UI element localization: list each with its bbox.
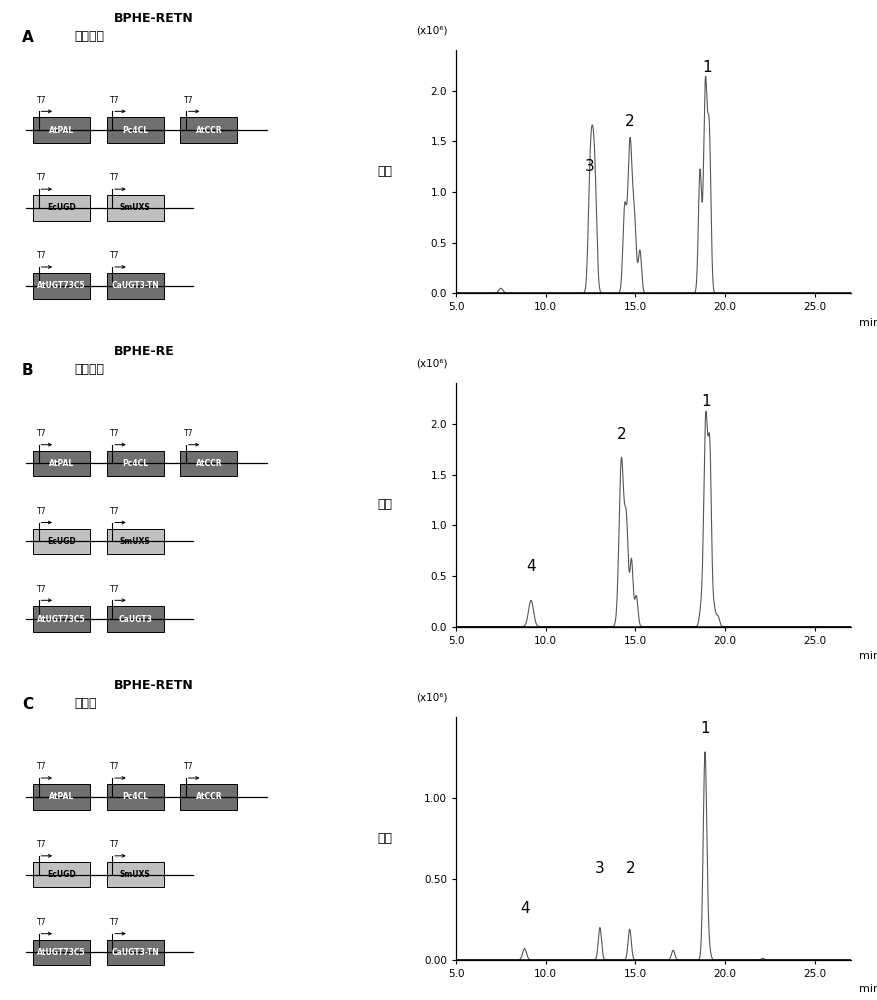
Text: 3: 3 bbox=[595, 861, 605, 876]
Text: AtUGT73C5: AtUGT73C5 bbox=[37, 948, 86, 957]
Text: min: min bbox=[859, 984, 877, 994]
Text: 强度: 强度 bbox=[377, 832, 393, 845]
Text: T7: T7 bbox=[37, 507, 46, 516]
Text: T7: T7 bbox=[111, 173, 120, 182]
Text: 强度: 强度 bbox=[377, 498, 393, 511]
Text: SmUXS: SmUXS bbox=[120, 203, 151, 212]
Bar bbox=[107, 273, 164, 299]
Text: A: A bbox=[22, 30, 33, 45]
Text: 1: 1 bbox=[701, 394, 710, 409]
Text: AtCCR: AtCCR bbox=[196, 459, 222, 468]
Text: T7: T7 bbox=[37, 762, 46, 771]
Text: T7: T7 bbox=[37, 918, 46, 927]
Text: Pc4CL: Pc4CL bbox=[122, 792, 148, 801]
Text: SmUXS: SmUXS bbox=[120, 870, 151, 879]
Bar bbox=[107, 784, 164, 810]
Text: Pc4CL: Pc4CL bbox=[122, 126, 148, 135]
Text: CaUGT3: CaUGT3 bbox=[118, 615, 152, 624]
Text: T7: T7 bbox=[37, 585, 46, 594]
Text: T7: T7 bbox=[111, 585, 120, 594]
Bar bbox=[33, 451, 90, 476]
Text: Pc4CL: Pc4CL bbox=[122, 459, 148, 468]
Text: (x10⁶): (x10⁶) bbox=[417, 359, 448, 369]
Text: C: C bbox=[22, 697, 33, 712]
Bar bbox=[107, 195, 164, 221]
Text: AtPAL: AtPAL bbox=[49, 459, 75, 468]
Text: CaUGT3-TN: CaUGT3-TN bbox=[111, 281, 159, 290]
Text: EcUGD: EcUGD bbox=[47, 203, 76, 212]
Text: 摇瓶发酫: 摇瓶发酫 bbox=[75, 30, 104, 43]
Bar bbox=[107, 940, 164, 965]
Text: min: min bbox=[859, 318, 877, 328]
Bar bbox=[33, 195, 90, 221]
Text: T7: T7 bbox=[184, 96, 194, 105]
Text: AtCCR: AtCCR bbox=[196, 126, 222, 135]
Text: BPHE-RE: BPHE-RE bbox=[114, 345, 175, 358]
Text: AtUGT73C5: AtUGT73C5 bbox=[37, 281, 86, 290]
Text: T7: T7 bbox=[111, 251, 120, 260]
Bar bbox=[107, 451, 164, 476]
Bar bbox=[33, 940, 90, 965]
Bar bbox=[33, 862, 90, 887]
Text: T7: T7 bbox=[37, 840, 46, 849]
Text: 2: 2 bbox=[625, 114, 635, 129]
Bar bbox=[33, 529, 90, 554]
Text: T7: T7 bbox=[111, 96, 120, 105]
Text: T7: T7 bbox=[184, 762, 194, 771]
Bar bbox=[107, 606, 164, 632]
Text: CaUGT3-TN: CaUGT3-TN bbox=[111, 948, 159, 957]
Text: T7: T7 bbox=[111, 762, 120, 771]
Text: T7: T7 bbox=[111, 918, 120, 927]
Bar bbox=[107, 862, 164, 887]
Text: 摇瓶发酫: 摇瓶发酫 bbox=[75, 363, 104, 376]
Bar bbox=[181, 784, 238, 810]
Text: AtPAL: AtPAL bbox=[49, 126, 75, 135]
Text: BPHE-RETN: BPHE-RETN bbox=[114, 12, 194, 25]
Text: AtCCR: AtCCR bbox=[196, 792, 222, 801]
Text: 强度: 强度 bbox=[377, 165, 393, 178]
Text: SmUXS: SmUXS bbox=[120, 537, 151, 546]
Text: T7: T7 bbox=[111, 429, 120, 438]
Bar bbox=[107, 529, 164, 554]
Text: 4: 4 bbox=[520, 901, 530, 916]
Bar bbox=[33, 273, 90, 299]
Text: EcUGD: EcUGD bbox=[47, 870, 76, 879]
Text: T7: T7 bbox=[37, 173, 46, 182]
Text: T7: T7 bbox=[111, 840, 120, 849]
Bar bbox=[33, 606, 90, 632]
Text: AtUGT73C5: AtUGT73C5 bbox=[37, 615, 86, 624]
Bar bbox=[107, 117, 164, 143]
Text: T7: T7 bbox=[184, 429, 194, 438]
Bar bbox=[181, 117, 238, 143]
Text: 3: 3 bbox=[585, 159, 595, 174]
Text: 4: 4 bbox=[526, 559, 536, 574]
Text: T7: T7 bbox=[37, 96, 46, 105]
Text: EcUGD: EcUGD bbox=[47, 537, 76, 546]
Bar bbox=[181, 451, 238, 476]
Text: BPHE-RETN: BPHE-RETN bbox=[114, 679, 194, 692]
Text: 1: 1 bbox=[700, 721, 709, 736]
Text: T7: T7 bbox=[37, 251, 46, 260]
Text: (x10⁶): (x10⁶) bbox=[417, 25, 448, 35]
Text: (x10⁶): (x10⁶) bbox=[417, 692, 448, 702]
Text: 2: 2 bbox=[626, 861, 636, 876]
Bar bbox=[33, 784, 90, 810]
Text: 罐发酫: 罐发酫 bbox=[75, 697, 97, 710]
Bar bbox=[33, 117, 90, 143]
Text: AtPAL: AtPAL bbox=[49, 792, 75, 801]
Text: min: min bbox=[859, 651, 877, 661]
Text: 2: 2 bbox=[617, 427, 626, 442]
Text: 1: 1 bbox=[702, 60, 712, 75]
Text: T7: T7 bbox=[37, 429, 46, 438]
Text: B: B bbox=[22, 363, 33, 378]
Text: T7: T7 bbox=[111, 507, 120, 516]
